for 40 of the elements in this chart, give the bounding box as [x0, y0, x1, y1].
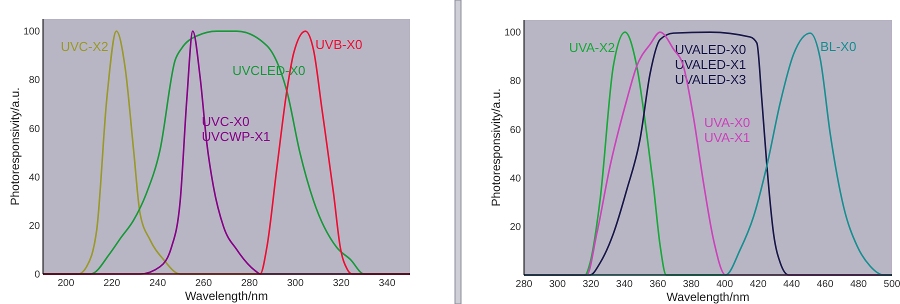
x-tick-label: 320 — [332, 278, 350, 289]
series-label: UVA-X2 — [569, 40, 616, 56]
x-tick-label: 240 — [149, 278, 166, 289]
x-tick-label: 300 — [549, 279, 566, 290]
series-label: UVB-X0 — [315, 37, 362, 52]
x-axis-title: Wavelength/nm — [666, 290, 750, 304]
y-tick-label: 20 — [510, 222, 522, 233]
x-tick-label: 360 — [649, 279, 667, 290]
x-tick-label: 460 — [816, 279, 834, 290]
y-tick-label: 40 — [510, 173, 522, 184]
y-tick-label: 80 — [28, 75, 40, 86]
x-tick-label: 340 — [378, 278, 396, 289]
y-tick-label: 100 — [504, 28, 522, 39]
x-tick-label: 200 — [58, 278, 75, 289]
x-tick-label: 320 — [582, 279, 600, 290]
y-axis-title: Photoresponsivity/a.u. — [489, 88, 503, 207]
x-tick-label: 300 — [286, 278, 304, 289]
x-tick-label: 280 — [516, 279, 533, 290]
y-tick-label: 100 — [23, 26, 40, 38]
x-tick-label: 440 — [783, 279, 800, 290]
y-tick-label: 60 — [510, 124, 522, 136]
x-tick-label: 380 — [682, 279, 700, 290]
y-tick-label: 40 — [28, 172, 40, 184]
x-tick-label: 260 — [195, 278, 212, 289]
x-tick-label: 420 — [750, 279, 767, 290]
x-tick-label: 480 — [850, 279, 868, 290]
series-label: UVC-X2 — [60, 39, 108, 54]
y-tick-label: 20 — [28, 220, 40, 232]
x-tick-label: 500 — [884, 279, 900, 290]
series-label: BL-X0 — [820, 39, 856, 54]
x-tick-label: 280 — [241, 278, 258, 289]
x-axis-title: Wavelength/nm — [185, 289, 268, 303]
x-tick-label: 400 — [716, 279, 734, 290]
y-tick-label: 80 — [510, 76, 522, 88]
series-label: UVA-X0 UVA-X1 — [704, 115, 750, 146]
y-tick-label: 60 — [28, 124, 40, 135]
x-tick-label: 220 — [103, 278, 121, 289]
y-axis-title: Photoresponsivity/a.u. — [8, 87, 22, 206]
y-tick-label: 0 — [34, 270, 40, 280]
x-tick-label: 340 — [616, 279, 634, 290]
